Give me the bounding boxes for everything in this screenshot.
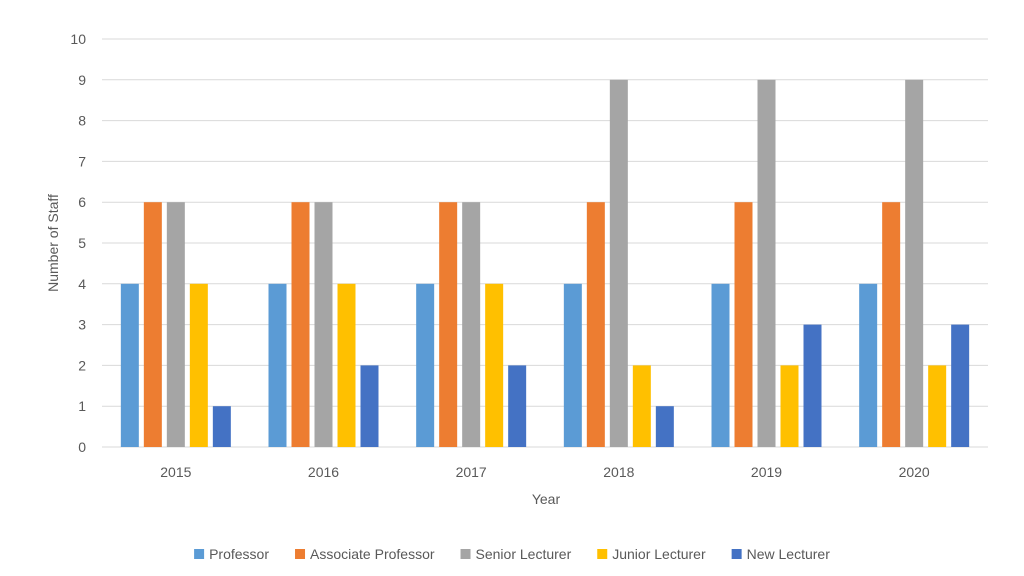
bar-senior-lecturer-2020 [905,79,924,448]
bar-professor-2016 [268,283,287,447]
legend-label: New Lecturer [747,546,831,562]
bar-new-lecturer-2019 [803,324,822,447]
x-tick-label: 2020 [899,464,930,480]
bar-new-lecturer-2015 [212,406,231,447]
bar-junior-lecturer-2017 [485,283,504,447]
bar-associate-professor-2017 [439,202,458,447]
legend-label: Senior Lecturer [476,546,572,562]
x-axis-title: Year [532,491,561,507]
bar-junior-lecturer-2015 [189,283,208,447]
bar-professor-2017 [416,283,435,447]
bar-new-lecturer-2018 [655,406,674,447]
bar-associate-professor-2016 [291,202,310,447]
bar-senior-lecturer-2019 [757,79,776,448]
y-tick-label: 9 [78,72,86,88]
y-tick-label: 5 [78,235,86,251]
y-axis-ticks: 0 1 2 3 4 5 6 7 8 9 10 [70,31,86,455]
y-tick-label: 0 [78,439,86,455]
legend-swatch [194,549,205,559]
y-tick-label: 3 [78,317,86,333]
bar-junior-lecturer-2016 [337,283,356,447]
bar-junior-lecturer-2018 [632,365,651,447]
legend-label: Associate Professor [310,546,435,562]
legend-swatch [460,549,471,559]
y-tick-label: 8 [78,113,86,129]
x-tick-label: 2017 [456,464,487,480]
x-tick-label: 2019 [751,464,782,480]
bar-associate-professor-2015 [143,202,162,447]
legend-swatch [295,549,306,559]
bar-professor-2020 [859,283,878,447]
y-tick-label: 2 [78,357,86,373]
bar-senior-lecturer-2017 [462,202,481,447]
x-tick-label: 2015 [160,464,191,480]
x-tick-label: 2016 [308,464,339,480]
legend-swatch [597,549,608,559]
bar-new-lecturer-2016 [360,365,379,447]
x-axis-ticks: 2015 2016 2017 2018 2019 2020 [160,464,930,480]
y-tick-label: 6 [78,194,86,210]
bar-junior-lecturer-2020 [928,365,947,447]
legend-swatch [731,549,742,559]
y-tick-label: 7 [78,153,86,169]
legend: Professor Associate Professor Senior Lectu… [194,546,830,562]
bar-professor-2018 [563,283,582,447]
bar-senior-lecturer-2015 [166,202,185,447]
bar-associate-professor-2018 [586,202,605,447]
bar-senior-lecturer-2018 [609,79,628,448]
bars [120,79,970,448]
x-tick-label: 2018 [603,464,634,480]
bar-associate-professor-2019 [734,202,753,447]
bar-senior-lecturer-2016 [314,202,333,447]
gridlines [102,38,988,448]
bar-junior-lecturer-2019 [780,365,799,447]
y-tick-label: 1 [78,398,86,414]
bar-new-lecturer-2017 [508,365,527,447]
y-tick-label: 10 [70,31,86,47]
y-tick-label: 4 [78,276,86,292]
bar-professor-2015 [120,283,139,447]
legend-label: Junior Lecturer [612,546,706,562]
legend-label: Professor [209,546,269,562]
y-axis-title: Number of Staff [45,194,61,292]
bar-professor-2019 [711,283,730,447]
bar-associate-professor-2020 [882,202,901,447]
bar-new-lecturer-2020 [951,324,970,447]
